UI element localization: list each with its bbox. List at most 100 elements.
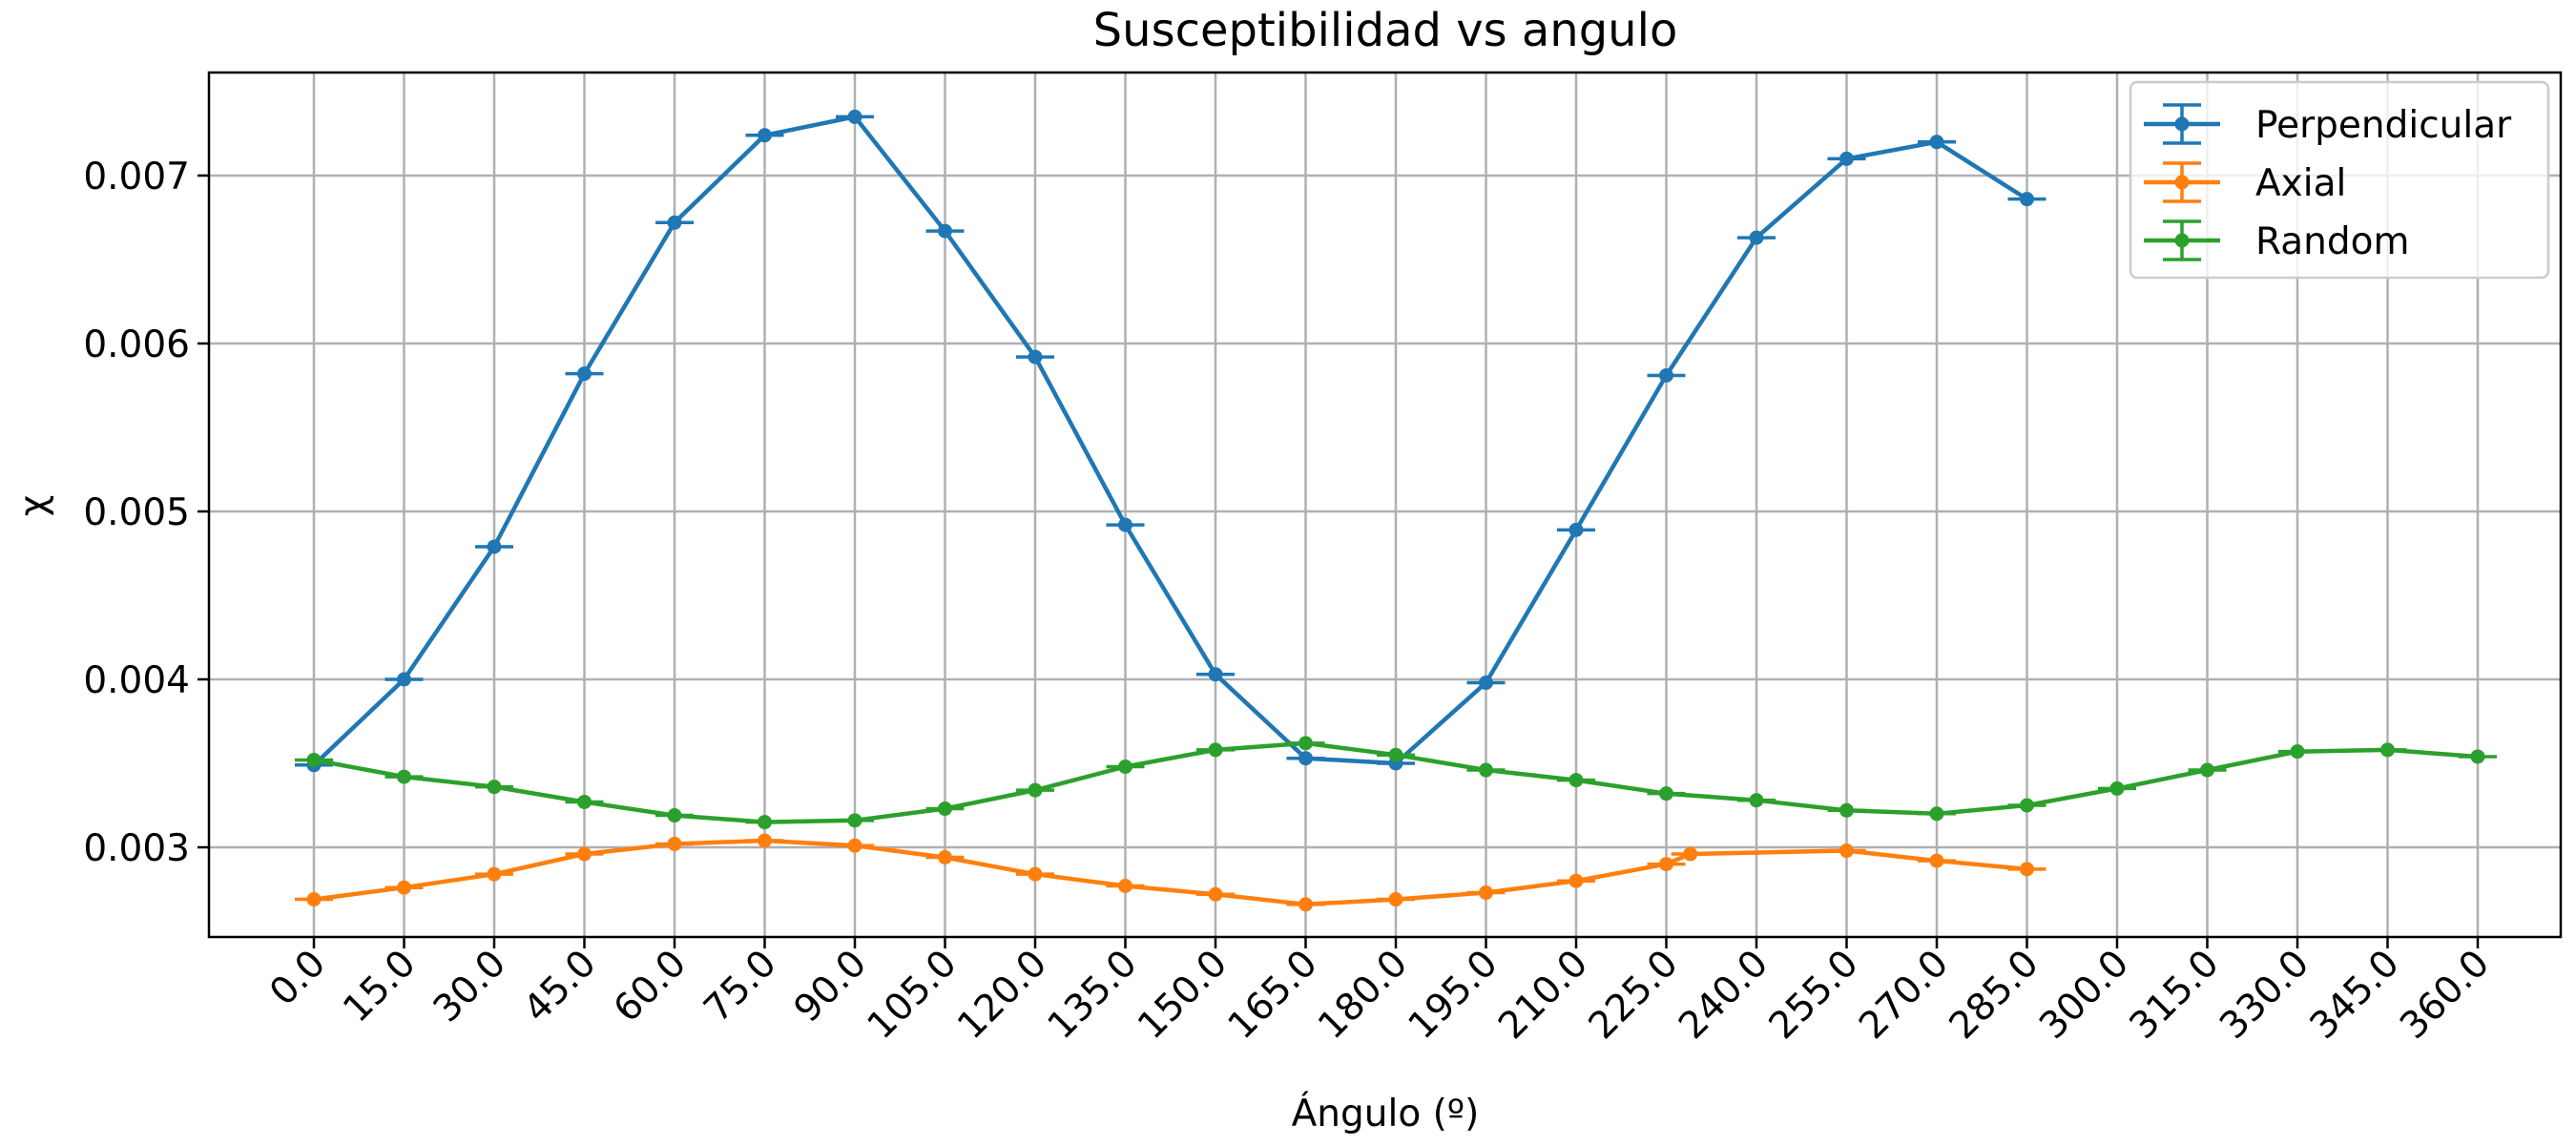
data-point (1929, 806, 1944, 822)
data-point (1298, 751, 1313, 766)
data-point (847, 813, 862, 828)
legend-entry-axial: Axial (2144, 161, 2346, 205)
x-tick-label: 360.0 (2392, 942, 2498, 1048)
data-point (1118, 760, 1132, 775)
data-point (938, 223, 952, 239)
data-point (1388, 747, 1403, 762)
data-point (2020, 192, 2034, 207)
data-point (1568, 522, 1584, 537)
data-point (667, 836, 682, 851)
legend-label: Axial (2255, 162, 2346, 205)
x-tick-label: 150.0 (1130, 942, 1236, 1048)
data-point (397, 880, 411, 895)
series-random (295, 736, 2497, 830)
x-tick-label: 30.0 (426, 942, 514, 1030)
data-point (306, 892, 322, 907)
legend: Perpendicular Axial Random (2129, 80, 2550, 280)
data-point (1683, 846, 1698, 862)
data-point (1208, 667, 1223, 682)
data-point (2290, 744, 2305, 760)
x-tick-label: 300.0 (2031, 942, 2137, 1048)
data-point (1929, 135, 1944, 150)
x-tick-label: 180.0 (1310, 942, 1416, 1048)
x-tick-label: 105.0 (860, 942, 966, 1048)
data-point (1929, 853, 1944, 868)
series-line-perpendicular (311, 114, 2029, 768)
data-point (397, 672, 411, 687)
x-tick-label: 120.0 (949, 942, 1055, 1048)
plot-frame (207, 71, 2563, 939)
data-point (1388, 892, 1403, 907)
chart-title: Susceptibilidad vs angulo (1093, 4, 1678, 57)
data-point (2109, 781, 2125, 796)
data-point (2200, 762, 2214, 778)
data-point (758, 128, 772, 143)
y-tick-label: 0.005 (83, 491, 190, 534)
data-point (1568, 773, 1584, 788)
x-tick-label: 240.0 (1671, 942, 1776, 1048)
data-point (1028, 782, 1043, 798)
x-tick-label: 135.0 (1040, 942, 1146, 1048)
y-tick-label: 0.006 (83, 323, 190, 366)
data-point (758, 815, 772, 830)
x-tick-label: 315.0 (2122, 942, 2228, 1048)
legend-label: Random (2255, 220, 2409, 263)
data-point (1118, 517, 1132, 532)
data-point (397, 769, 411, 784)
legend-marker (2174, 116, 2190, 132)
y-tick-label: 0.007 (83, 156, 190, 198)
data-point (1568, 873, 1584, 888)
x-tick-label: 45.0 (515, 942, 604, 1030)
data-point (667, 215, 682, 230)
data-point (847, 838, 862, 853)
data-point (1839, 843, 1854, 859)
x-ticks: 0.0 15.0 30.0 45.0 60.0 75.0 90.0105.0120.0135… (261, 937, 2498, 1048)
data-point (2020, 862, 2034, 877)
data-point (1028, 349, 1043, 364)
y-ticks: 0.003 0.004 0.005 0.006 0.007 (83, 156, 209, 870)
data-point (1298, 736, 1313, 751)
data-point (1208, 742, 1223, 758)
data-point (487, 780, 502, 795)
data-point (2470, 749, 2485, 764)
x-tick-label: 195.0 (1401, 942, 1506, 1048)
data-point (667, 808, 682, 823)
y-tick-label: 0.003 (83, 827, 190, 870)
data-point (1479, 762, 1493, 778)
series-line-axial (311, 838, 2029, 907)
x-tick-label: 60.0 (606, 942, 695, 1030)
x-tick-label: 255.0 (1761, 942, 1867, 1048)
y-axis-label: χ (12, 495, 55, 517)
x-axis-label: Ángulo (º) (1292, 1091, 1480, 1135)
data-point (1028, 866, 1043, 882)
data-point (1118, 878, 1132, 893)
data-point (938, 802, 952, 817)
data-point (487, 539, 502, 554)
legend-marker (2174, 233, 2190, 248)
x-tick-label: 165.0 (1220, 942, 1326, 1048)
data-point (1479, 676, 1493, 691)
x-tick-label: 285.0 (1942, 942, 2047, 1048)
data-point (1749, 793, 1764, 808)
x-tick-label: 75.0 (696, 942, 784, 1030)
data-point (1208, 886, 1223, 902)
data-point (306, 752, 322, 767)
data-point (1839, 802, 1854, 818)
data-point (1839, 151, 1854, 166)
legend-entry-perpendicular: Perpendicular (2144, 103, 2512, 147)
data-point (577, 846, 592, 862)
data-point (2020, 798, 2034, 813)
data-point (847, 109, 862, 124)
grid (209, 73, 2561, 937)
series-axial (295, 833, 2046, 912)
legend-entry-random: Random (2144, 219, 2409, 263)
data-point (758, 833, 772, 848)
data-point (1659, 367, 1673, 383)
series-perpendicular (295, 109, 2046, 773)
legend-label: Perpendicular (2255, 104, 2512, 147)
data-point (577, 794, 592, 809)
x-tick-label: 270.0 (1851, 942, 1957, 1048)
data-point (487, 866, 502, 882)
